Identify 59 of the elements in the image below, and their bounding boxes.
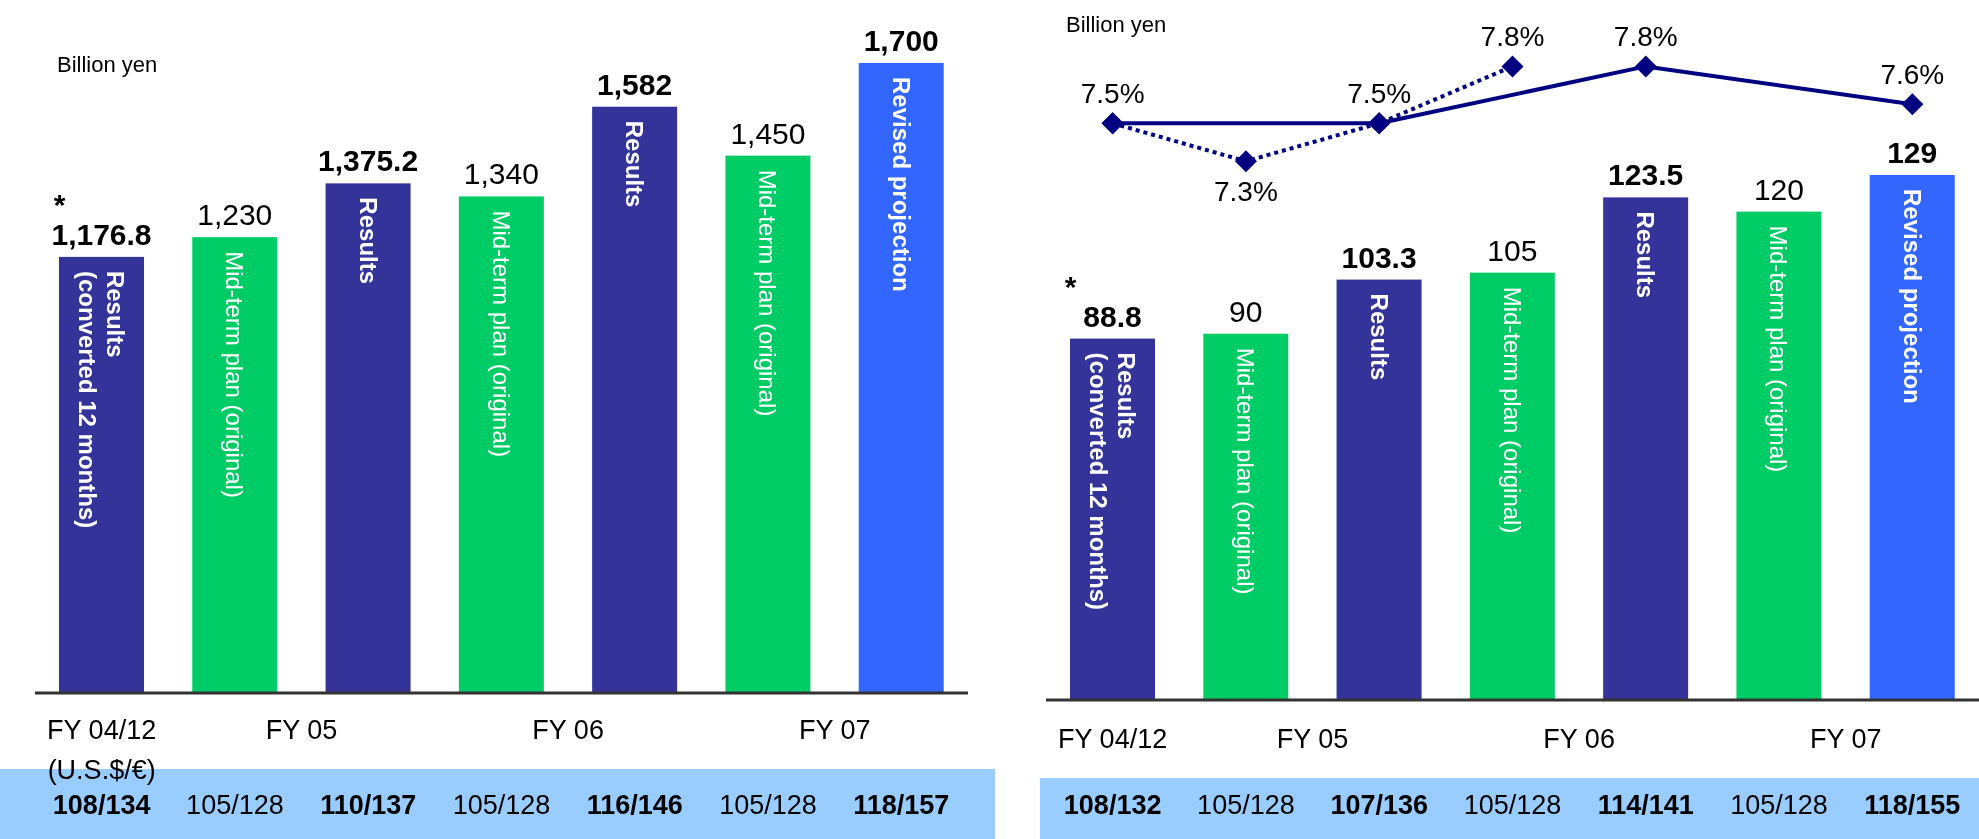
x-tick-label: Results [621, 120, 649, 208]
text: 105/128 [185, 790, 285, 821]
y-axis-title: Billion yen [1066, 12, 1167, 38]
x-tick-label: Revised projection [1898, 189, 1926, 404]
text: FY 06 [531, 715, 605, 746]
data-label: 7.8% [1613, 21, 1678, 53]
x-tick-label: Results (converted 12 months) [1085, 352, 1140, 610]
text: 108/132 [1062, 790, 1163, 821]
text: 108/134 [51, 790, 152, 821]
data-label: 1,340 [463, 157, 539, 191]
data-label: 105 [1487, 233, 1538, 267]
text: FY 05 [264, 715, 339, 746]
data-label: 103.3 [1341, 240, 1417, 274]
text: 114/141 [1596, 790, 1695, 821]
data-label: 1,450 [730, 116, 806, 150]
data-label: 123.5 [1608, 158, 1684, 192]
text: FY 06 [1542, 724, 1616, 755]
data-label: 129 [1887, 136, 1938, 169]
data-label: 90 [1229, 294, 1263, 328]
annotation: * [1064, 269, 1077, 303]
data-label: 7.8% [1480, 21, 1545, 53]
text: FY 04/12 [1057, 724, 1169, 755]
text: 105/128 [718, 790, 818, 821]
text: 107/136 [1329, 790, 1429, 821]
data-label: 1,582 [597, 67, 673, 101]
text: 118/157 [852, 790, 951, 821]
x-tick-label: Mid-term plan (original) [1765, 225, 1793, 473]
x-tick-label: Mid-term plan (original) [1498, 286, 1526, 534]
x-tick-label: Mid-term plan (original) [1232, 347, 1260, 595]
data-label: 7.5% [1347, 78, 1412, 110]
text: 105/128 [1729, 790, 1829, 821]
data-label: 120 [1753, 172, 1804, 206]
text: 118/155 [1863, 790, 1962, 821]
text: 116/146 [585, 790, 684, 821]
data-label: 88.8 [1083, 299, 1142, 333]
data-label: 1,230 [197, 198, 273, 232]
data-label: 7.3% [1214, 176, 1278, 208]
x-tick-label: Results [1365, 293, 1393, 381]
text: FY 04/12 [46, 715, 158, 746]
text: 105/128 [1196, 790, 1296, 821]
text: (U.S.$/€) [46, 755, 157, 786]
data-label: 1,700 [863, 24, 939, 57]
text: 110/137 [319, 790, 418, 821]
text: FY 07 [797, 715, 872, 746]
x-tick-label: Revised projection [887, 77, 915, 292]
x-tick-label: Mid-term plan (original) [221, 251, 249, 498]
x-tick-label: Results [1632, 211, 1660, 299]
x-tick-label: Results (converted 12 months) [74, 270, 129, 529]
data-label: 7.5% [1080, 78, 1145, 110]
data-label: 7.6% [1880, 59, 1945, 91]
x-tick-label: Mid-term plan (original) [754, 169, 782, 417]
text: FY 07 [1808, 724, 1883, 755]
text: 105/128 [451, 790, 552, 821]
text: 105/128 [1462, 790, 1563, 821]
data-label: 1,375.2 [318, 144, 419, 178]
x-tick-label: Results [354, 197, 382, 285]
x-tick-label: Mid-term plan (original) [487, 210, 515, 458]
y-axis-title: Billion yen [57, 52, 158, 78]
text: FY 05 [1275, 724, 1350, 755]
